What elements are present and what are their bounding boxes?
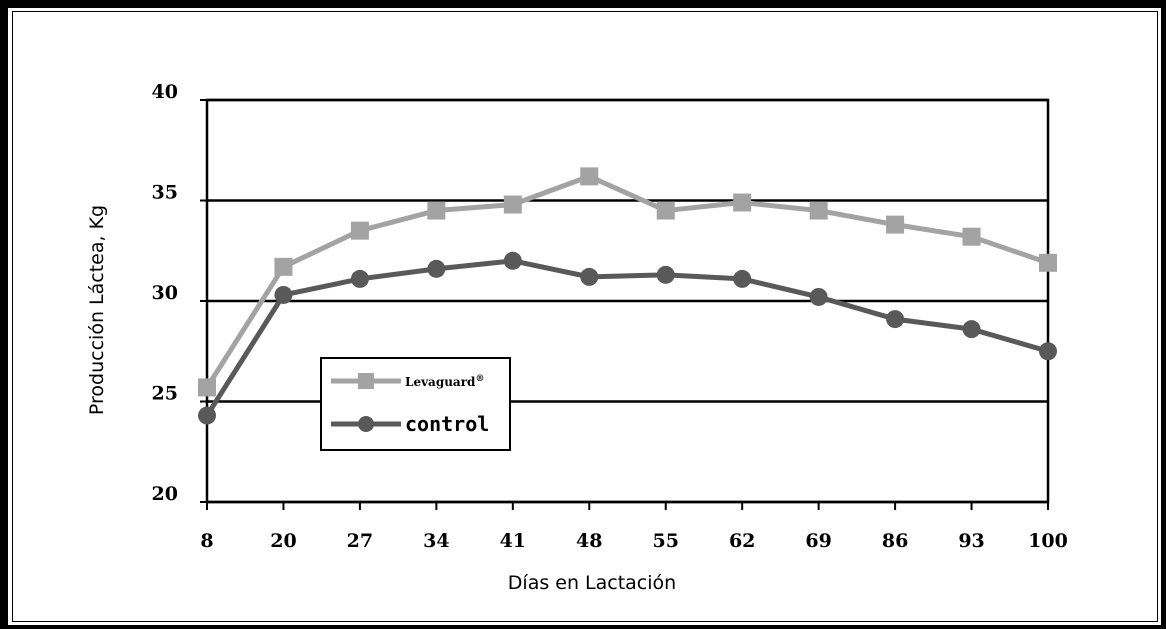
y-tick-label: 20: [152, 483, 178, 505]
y-tick-label: 40: [152, 81, 178, 103]
x-tick-label: 69: [805, 530, 831, 552]
data-point: [580, 167, 599, 186]
data-point: [656, 201, 675, 220]
series-line-control: [204, 258, 1049, 417]
data-point: [962, 227, 981, 246]
series-levaguard: [198, 167, 1057, 397]
x-axis-title: Días en Lactación: [508, 572, 676, 594]
data-point: [1039, 253, 1057, 272]
x-tick-label: 41: [500, 530, 526, 552]
legend-label-levaguard: Levaguard®: [405, 374, 484, 389]
y-tick-label: 35: [152, 182, 178, 204]
data-point: [198, 378, 216, 397]
x-tick-label: 55: [653, 530, 679, 552]
data-point: [809, 287, 828, 306]
x-tick-label: 86: [882, 530, 908, 552]
data-point: [198, 406, 216, 425]
data-point: [656, 265, 675, 284]
x-tick-label: 27: [347, 530, 373, 552]
y-axis-ticks: 20 25 30 35 40: [152, 81, 207, 505]
data-point: [274, 285, 293, 304]
data-point: [274, 257, 293, 276]
series-line-levaguard: [204, 173, 1049, 389]
data-point: [733, 193, 752, 212]
registered-mark: ®: [475, 374, 484, 384]
series-lines: [198, 167, 1057, 425]
y-axis-title: Producción Láctea, Kg: [86, 205, 108, 415]
x-tick-label: 8: [200, 530, 213, 552]
x-tick-label: 93: [958, 530, 984, 552]
data-point: [1039, 342, 1057, 361]
data-point: [427, 201, 446, 220]
data-point: [733, 269, 752, 288]
legend-marker-square: [358, 373, 374, 389]
x-tick-label: 20: [270, 530, 296, 552]
data-point: [580, 267, 599, 286]
data-point: [809, 201, 828, 220]
series-control: [198, 251, 1057, 425]
data-point: [350, 269, 369, 288]
data-point: [350, 221, 369, 240]
data-point: [427, 259, 446, 278]
x-tick-label: 48: [576, 530, 602, 552]
data-point: [886, 215, 905, 234]
data-point: [886, 310, 905, 329]
data-point: [503, 195, 522, 214]
x-tick-label: 100: [1028, 530, 1068, 552]
legend-label-control: control: [405, 412, 489, 436]
legend-marker-circle: [358, 416, 374, 432]
chart-frame-inner: [12, 11, 1158, 622]
legend-label-levaguard-name: Levaguard: [405, 375, 476, 389]
x-axis-ticks: 8 20 27 34 41 48 55 62 69 86 93 100: [200, 502, 1068, 552]
legend-box: [320, 357, 511, 451]
x-tick-label: 34: [423, 530, 449, 552]
data-point: [962, 320, 981, 339]
legend: Levaguard® control: [320, 357, 511, 451]
y-tick-label: 25: [152, 383, 178, 405]
x-tick-label: 62: [729, 530, 755, 552]
y-tick-label: 30: [152, 282, 178, 304]
data-point: [503, 251, 522, 270]
